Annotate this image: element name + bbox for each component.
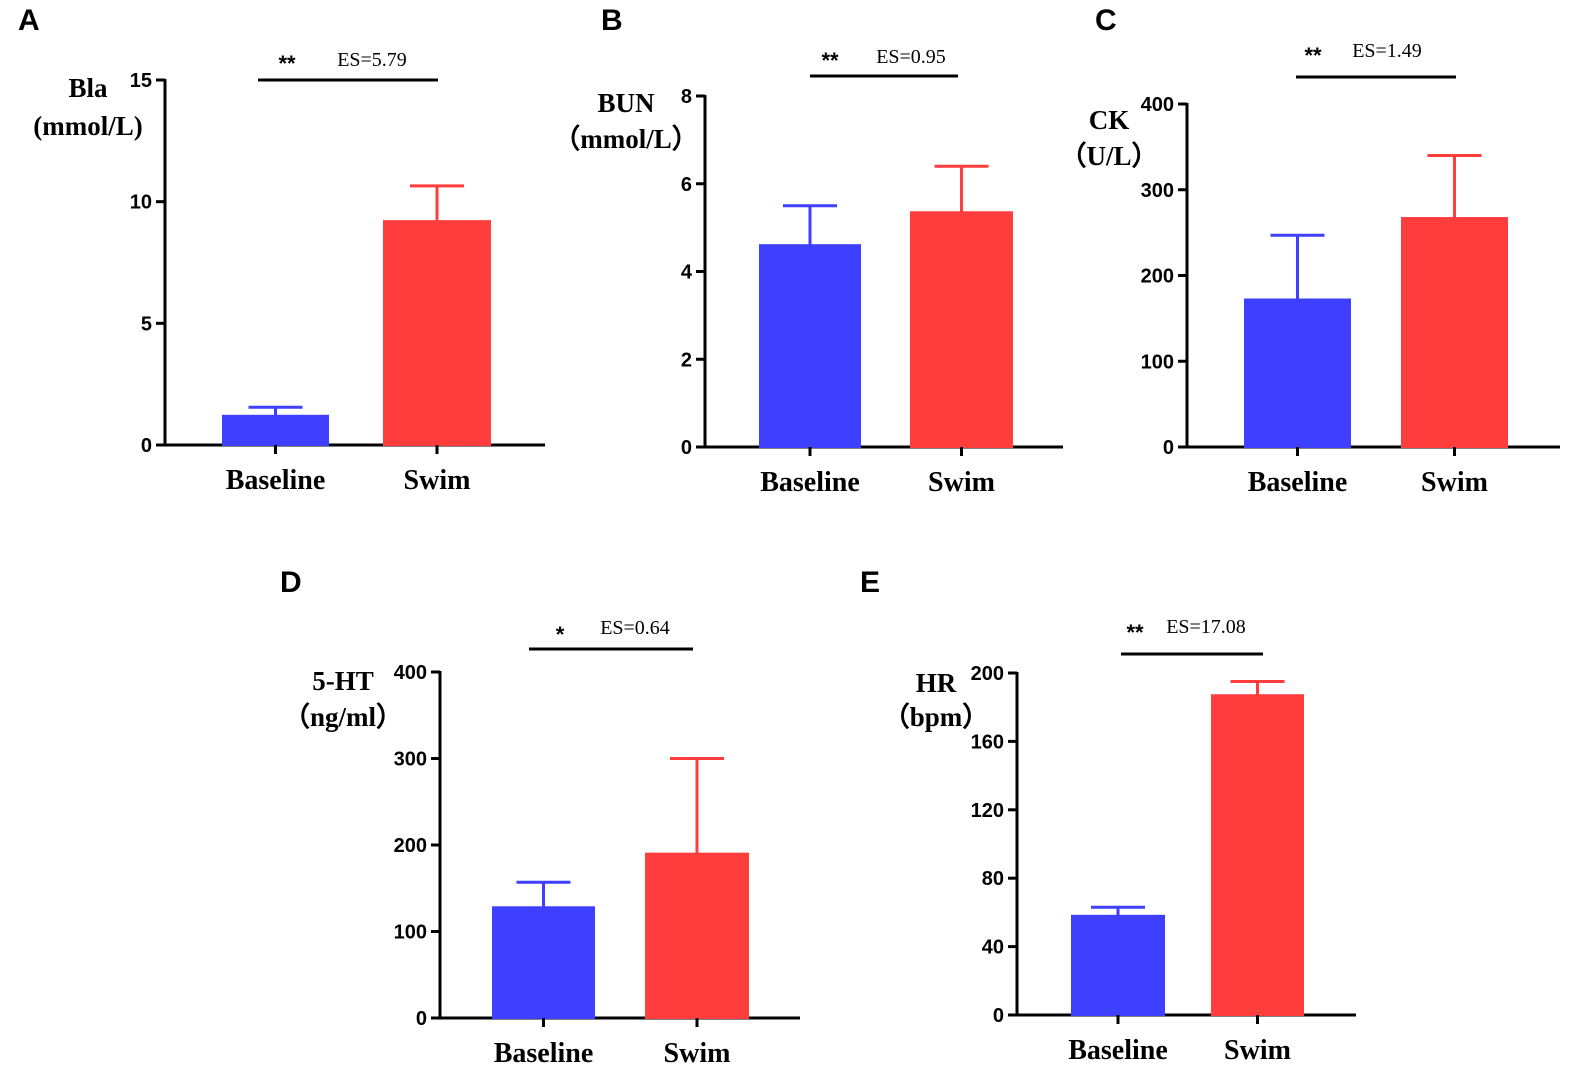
- effect-size-label-e: ES=17.08: [1166, 616, 1246, 638]
- significance-label-c: **: [1304, 43, 1322, 68]
- y-axis-label-a-line2: (mmol/L): [33, 111, 142, 141]
- x-tick-label-b-baseline: Baseline: [760, 467, 860, 498]
- y-tick-label-c-200: 200: [1141, 266, 1174, 288]
- significance-label-d: *: [556, 622, 565, 647]
- bar-c-baseline: [1244, 298, 1351, 449]
- x-tick-label-a-baseline: Baseline: [226, 465, 326, 496]
- y-tick-label-e-80: 80: [982, 868, 1004, 890]
- y-axis-label-a-line1: Bla: [68, 73, 108, 103]
- significance-label-a: **: [278, 51, 296, 76]
- effect-size-label-d: ES=0.64: [600, 617, 670, 639]
- panel-label-b: B: [601, 4, 623, 37]
- x-tick-label-a-swim: Swim: [404, 465, 471, 496]
- y-axis-label-e-line1: HR: [916, 668, 957, 698]
- effect-size-label-a: ES=5.79: [337, 49, 407, 71]
- panel-label-d: D: [280, 566, 302, 599]
- y-tick-label-c-100: 100: [1141, 351, 1174, 373]
- x-tick-label-d-baseline: Baseline: [494, 1038, 594, 1069]
- y-axis-label-d-line1: 5-HT: [312, 666, 374, 696]
- effect-size-label-c: ES=1.49: [1352, 40, 1422, 62]
- y-tick-label-e-160: 160: [971, 731, 1004, 753]
- y-tick-label-b-4: 4: [681, 262, 693, 284]
- x-tick-label-c-swim: Swim: [1421, 467, 1488, 498]
- panel-label-c: C: [1095, 4, 1117, 37]
- bar-a-swim: [383, 220, 491, 446]
- y-tick-label-e-200: 200: [971, 663, 1004, 685]
- y-tick-label-c-400: 400: [1141, 94, 1174, 116]
- bar-d-swim: [645, 852, 749, 1020]
- y-tick-label-d-100: 100: [394, 922, 427, 944]
- y-tick-label-a-5: 5: [141, 313, 152, 335]
- effect-size-label-b: ES=0.95: [876, 46, 946, 68]
- y-tick-label-d-200: 200: [394, 835, 427, 857]
- bar-c-swim: [1401, 217, 1508, 448]
- x-tick-label-b-swim: Swim: [928, 467, 995, 498]
- x-tick-label-d-swim: Swim: [664, 1038, 731, 1069]
- panel-label-e: E: [860, 566, 880, 599]
- y-tick-label-b-2: 2: [681, 349, 692, 371]
- panel-label-a: A: [18, 4, 40, 37]
- bar-e-baseline: [1071, 914, 1165, 1017]
- y-tick-label-c-0: 0: [1163, 437, 1174, 459]
- y-tick-label-a-15: 15: [130, 70, 152, 92]
- y-tick-label-e-120: 120: [971, 800, 1004, 822]
- bar-d-baseline: [492, 906, 595, 1020]
- y-axis-label-b-line2: （mmol/L）: [553, 124, 699, 154]
- y-tick-label-b-6: 6: [681, 174, 692, 196]
- y-tick-label-b-8: 8: [681, 86, 692, 108]
- x-tick-label-c-baseline: Baseline: [1248, 467, 1348, 498]
- bar-e-swim: [1211, 694, 1304, 1016]
- y-axis-label-b-line1: BUN: [597, 88, 655, 118]
- y-tick-label-d-400: 400: [394, 662, 427, 684]
- y-tick-label-d-0: 0: [416, 1008, 427, 1030]
- significance-label-b: **: [821, 48, 839, 73]
- y-tick-label-d-300: 300: [394, 749, 427, 771]
- significance-label-e: **: [1126, 620, 1144, 645]
- y-tick-label-a-0: 0: [141, 435, 152, 457]
- y-tick-label-e-40: 40: [982, 937, 1004, 959]
- x-tick-label-e-swim: Swim: [1224, 1035, 1291, 1066]
- bar-b-swim: [910, 211, 1013, 448]
- y-tick-label-c-300: 300: [1141, 180, 1174, 202]
- x-tick-label-e-baseline: Baseline: [1068, 1035, 1168, 1066]
- y-axis-label-c-line2: （U/L）: [1059, 141, 1158, 171]
- y-tick-label-e-0: 0: [993, 1005, 1004, 1027]
- bar-b-baseline: [759, 244, 861, 448]
- y-axis-label-d-line2: （ng/ml）: [283, 702, 403, 732]
- y-axis-label-e-line2: （bpm）: [883, 702, 990, 732]
- bar-a-baseline: [222, 414, 329, 446]
- y-tick-label-b-0: 0: [681, 437, 692, 459]
- y-tick-label-a-10: 10: [130, 192, 152, 214]
- y-axis-label-c-line1: CK: [1089, 105, 1130, 135]
